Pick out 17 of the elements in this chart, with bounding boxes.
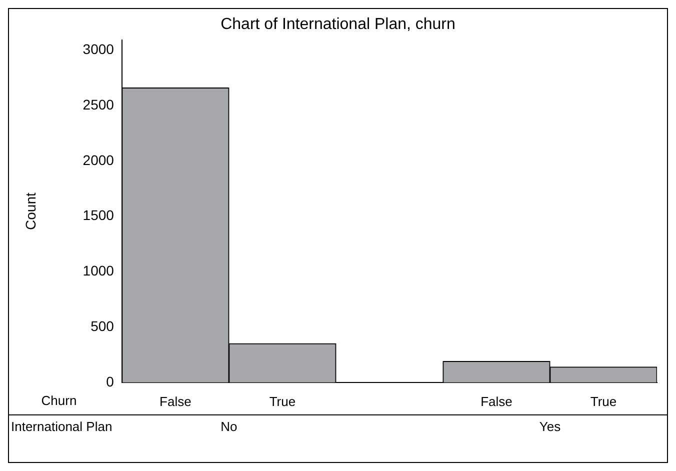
text: Churn — [41, 392, 77, 408]
y-axis-title: Count — [22, 192, 38, 230]
text: No — [220, 418, 238, 434]
y-tick-label: 2500 — [82, 96, 114, 112]
text: International Plan — [11, 418, 112, 434]
x-tick-label: True — [590, 394, 617, 409]
y-tick-label: 2000 — [82, 152, 114, 168]
y-tick-label: 500 — [90, 318, 114, 334]
y-tick-label: 3000 — [82, 41, 114, 58]
chart-title: Chart of International Plan, churn — [220, 16, 456, 34]
y-tick-label: 1000 — [82, 262, 114, 279]
x-tick-label: True — [269, 394, 296, 409]
x-tick-label: False — [160, 394, 192, 409]
y-tick-label: 1500 — [82, 207, 114, 224]
x-tick-label: False — [480, 394, 512, 409]
y-tick-label: 0 — [106, 373, 114, 390]
text: Yes — [539, 418, 562, 434]
